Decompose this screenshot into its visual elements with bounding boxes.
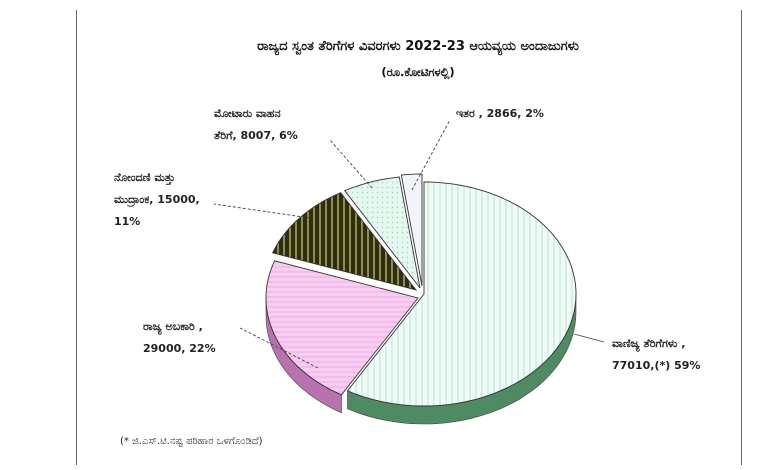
pie-tops xyxy=(265,173,577,407)
slice-label-line: ಮೋಟಾರು ವಾಹನ xyxy=(214,107,281,120)
leader-line-3 xyxy=(329,139,373,189)
slice-label-line: 11% xyxy=(114,215,140,228)
pie-slice-2 xyxy=(271,192,418,291)
leader-line-4 xyxy=(411,119,451,191)
pie-slice-4 xyxy=(400,173,423,287)
pie-labels: ವಾಣಿಜ್ಯ ತೆರಿಗೆಗಳು , 77010,(*) 59% ರಾಜ್ಯ ಅಬ… xyxy=(114,107,700,372)
slice-label-line: ಇತರ , 2866, 2% xyxy=(456,107,544,120)
slice-label-2: ನೋಂದಣಿ ಮತ್ತು ಮುದ್ರಾಂಕ, 15000, 11% xyxy=(114,171,200,228)
slice-label-line: ನೋಂದಣಿ ಮತ್ತು xyxy=(114,171,175,185)
leader-line-2 xyxy=(213,203,311,219)
slice-label-line: ರಾಜ್ಯ ಅಬಕಾರಿ , xyxy=(143,320,203,335)
slice-label-line: ವಾಣಿಜ್ಯ ತೆರಿಗೆಗಳು , xyxy=(612,337,685,352)
pie-slice-0 xyxy=(346,181,577,407)
pie-slice-3 xyxy=(343,176,421,289)
slice-label-line: ಮುದ್ರಾಂಕ, 15000, xyxy=(114,193,200,207)
slice-label-line: 29000, 22% xyxy=(143,342,216,355)
pie-leaders xyxy=(213,119,605,369)
slice-label-1: ರಾಜ್ಯ ಅಬಕಾರಿ , 29000, 22% xyxy=(143,320,216,355)
chart-frame xyxy=(76,10,742,465)
slice-label-line: ತೆರಿಗೆ, 8007, 6% xyxy=(214,129,298,142)
leader-line-0 xyxy=(573,333,605,343)
slice-label-3: ಮೋಟಾರು ವಾಹನ ತೆರಿಗೆ, 8007, 6% xyxy=(214,107,298,142)
chart-title: ರಾಜ್ಯದ ಸ್ವಂತ ತೆರಿಗೆಗಳ ವಿವರಗಳು 2022-23 ಆಯ… xyxy=(257,39,579,56)
slice-label-0: ವಾಣಿಜ್ಯ ತೆರಿಗೆಗಳು , 77010,(*) 59% xyxy=(612,337,700,372)
slice-label-line: 77010,(*) 59% xyxy=(612,359,700,372)
slice-label-4: ಇತರ , 2866, 2% xyxy=(456,107,544,120)
chart-footnote: (* ಜಿ.ಎಸ್.ಟಿ.ನಷ್ಟ ಪರಿಹಾರ ಒಳಗೊಂಡಿದೆ) xyxy=(120,436,263,447)
chart-subtitle: (ರೂ.ಕೋಟಿಗಳಲ್ಲಿ) xyxy=(381,65,454,81)
